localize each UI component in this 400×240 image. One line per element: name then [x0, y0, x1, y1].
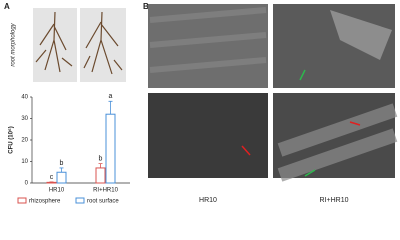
error-bar	[98, 163, 103, 168]
photo-label: root morphology	[11, 22, 17, 66]
x-tick-label: RI+HR10	[93, 188, 119, 194]
x-tick-label: HR10	[49, 188, 65, 194]
y-tick-label: 30	[21, 116, 28, 122]
y-axis-label: CFU (10⁶)	[9, 126, 15, 153]
significance-letter: c	[50, 174, 54, 181]
bar	[95, 167, 106, 184]
panel-label: B	[143, 2, 149, 11]
significance-letter: b	[60, 160, 64, 167]
sem-label: RI+HR10	[320, 197, 349, 204]
legend-swatch	[75, 197, 85, 204]
y-tick-label: 20	[21, 138, 28, 144]
bar	[56, 171, 67, 184]
sem-label: HR10	[199, 197, 217, 204]
sem-images	[148, 4, 398, 182]
root-photos	[33, 8, 126, 82]
error-bar	[59, 167, 64, 173]
error-bar	[108, 100, 113, 115]
legend-label: rhizosphere	[29, 199, 61, 205]
significance-letter: b	[99, 155, 103, 162]
bar	[46, 181, 57, 184]
y-tick-label: 0	[25, 181, 29, 187]
bar	[105, 113, 116, 184]
figure: A B root morphology HR10 RI+HR10 CFU (10…	[4, 2, 398, 205]
significance-letter: a	[109, 93, 113, 100]
legend-swatch	[17, 197, 27, 204]
panel-label: A	[4, 2, 10, 11]
y-tick-label: 10	[21, 159, 28, 165]
legend-label: root surface	[87, 199, 119, 205]
y-tick-label: 40	[21, 95, 28, 101]
